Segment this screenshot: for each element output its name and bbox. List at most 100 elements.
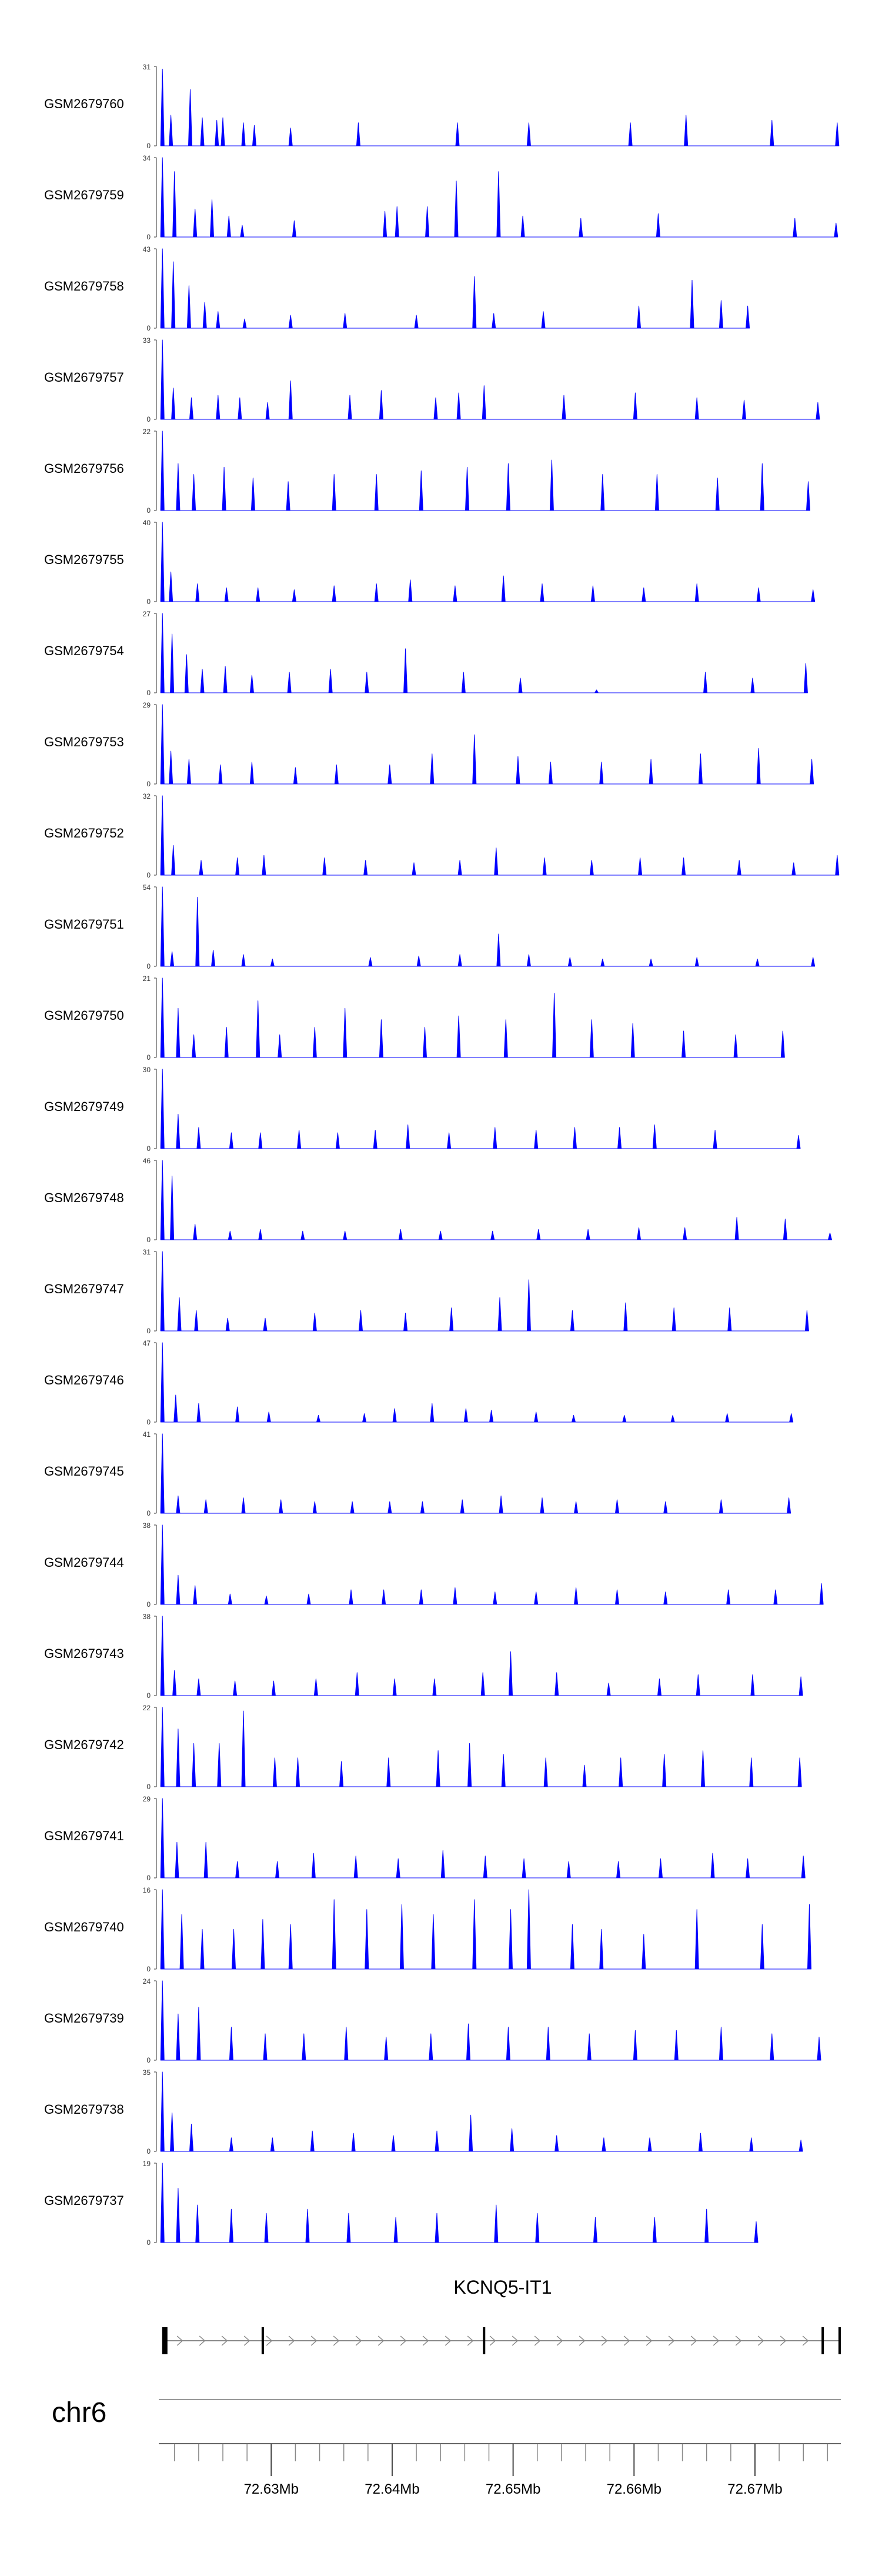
coverage-signal xyxy=(160,613,808,693)
track-label: GSM2679739 xyxy=(44,2011,124,2026)
axis-tick-label: 72.63Mb xyxy=(244,2481,299,2497)
coverage-signal xyxy=(160,1798,806,1878)
track-label: GSM2679758 xyxy=(44,279,124,293)
coverage-signal xyxy=(160,522,816,602)
coverage-signal xyxy=(160,2163,759,2243)
track-ymax-label: 24 xyxy=(143,1977,151,1986)
coverage-signal xyxy=(160,704,814,785)
strand-arrow xyxy=(757,2335,764,2346)
track-ymax-label: 22 xyxy=(143,428,151,436)
track-gsm2679758: GSM2679758 43 0 xyxy=(44,245,750,332)
track-gsm2679756: GSM2679756 22 0 xyxy=(44,428,810,515)
track-label: GSM2679760 xyxy=(44,96,124,111)
track-zero-label: 0 xyxy=(146,415,151,423)
axis-tick-label: 72.64Mb xyxy=(365,2481,419,2497)
track-ymax-label: 35 xyxy=(143,2068,151,2077)
strand-arrow xyxy=(668,2335,675,2346)
track-zero-label: 0 xyxy=(146,689,151,697)
coverage-signal xyxy=(160,431,810,511)
track-zero-label: 0 xyxy=(146,1691,151,1700)
track-ymax-label: 19 xyxy=(143,2160,151,2168)
track-gsm2679745: GSM2679745 41 0 xyxy=(44,1430,791,1517)
track-ymax-label: 29 xyxy=(143,701,151,709)
strand-arrow xyxy=(199,2335,206,2346)
coverage-signal xyxy=(160,795,840,876)
track-zero-label: 0 xyxy=(146,1236,151,1244)
track-label: GSM2679741 xyxy=(44,1828,124,1843)
strand-arrow xyxy=(556,2335,563,2346)
track-label: GSM2679752 xyxy=(44,826,124,840)
track-gsm2679753: GSM2679753 29 0 xyxy=(44,701,814,788)
coverage-signal xyxy=(160,1707,802,1787)
coverage-signal xyxy=(160,1889,811,1970)
track-zero-label: 0 xyxy=(146,1144,151,1153)
track-ymax-label: 16 xyxy=(143,1886,151,1894)
chromosome-label: chr6 xyxy=(52,2397,106,2428)
strand-arrow xyxy=(512,2335,519,2346)
track-gsm2679748: GSM2679748 46 0 xyxy=(44,1157,832,1244)
track-zero-label: 0 xyxy=(146,780,151,788)
gene-exons xyxy=(162,2327,841,2354)
track-gsm2679760: GSM2679760 31 0 xyxy=(44,63,840,150)
track-label: GSM2679747 xyxy=(44,1282,124,1296)
strand-arrow xyxy=(780,2335,787,2346)
track-gsm2679744: GSM2679744 38 0 xyxy=(44,1521,824,1609)
track-ymax-label: 34 xyxy=(143,154,151,162)
coverage-signal xyxy=(160,1524,824,1605)
track-ymax-label: 30 xyxy=(143,1066,151,1074)
track-gsm2679740: GSM2679740 16 0 xyxy=(44,1886,811,1973)
coverage-signal xyxy=(160,977,785,1058)
track-label: GSM2679748 xyxy=(44,1190,124,1205)
strand-arrow xyxy=(377,2335,385,2346)
track-label: GSM2679742 xyxy=(44,1737,124,1752)
track-zero-label: 0 xyxy=(146,1874,151,1882)
track-label: GSM2679757 xyxy=(44,370,124,385)
coverage-signal xyxy=(160,1616,803,1696)
coverage-signal xyxy=(160,68,840,146)
track-ymax-label: 33 xyxy=(143,336,151,345)
track-gsm2679739: GSM2679739 24 0 xyxy=(44,1977,821,2064)
strand-arrow xyxy=(467,2335,474,2346)
strand-arrow xyxy=(579,2335,586,2346)
strand-arrow xyxy=(243,2335,250,2346)
track-label: GSM2679756 xyxy=(44,461,124,476)
track-zero-label: 0 xyxy=(146,142,151,150)
track-label: GSM2679745 xyxy=(44,1464,124,1479)
track-label: GSM2679749 xyxy=(44,1099,124,1114)
strand-arrow xyxy=(690,2335,697,2346)
track-gsm2679751: GSM2679751 54 0 xyxy=(44,883,816,970)
strand-arrow xyxy=(333,2335,340,2346)
track-zero-label: 0 xyxy=(146,233,151,241)
track-ymax-label: 32 xyxy=(143,792,151,800)
track-zero-label: 0 xyxy=(146,1327,151,1335)
track-ymax-label: 40 xyxy=(143,519,151,527)
strand-arrow xyxy=(534,2335,541,2346)
track-gsm2679755: GSM2679755 40 0 xyxy=(44,519,816,606)
track-zero-label: 0 xyxy=(146,2238,151,2247)
coverage-signal xyxy=(160,1251,809,1332)
track-gsm2679749: GSM2679749 30 0 xyxy=(44,1066,801,1153)
coverage-signal xyxy=(160,1433,791,1514)
track-zero-label: 0 xyxy=(146,2056,151,2064)
strand-arrow xyxy=(310,2335,318,2346)
track-zero-label: 0 xyxy=(146,506,151,515)
track-ymax-label: 21 xyxy=(143,975,151,983)
track-gsm2679759: GSM2679759 34 0 xyxy=(44,154,838,241)
track-zero-label: 0 xyxy=(146,598,151,606)
track-label: GSM2679759 xyxy=(44,188,124,202)
coverage-signal xyxy=(160,248,750,329)
track-ymax-label: 29 xyxy=(143,1795,151,1803)
gene-strand-arrows xyxy=(176,2335,809,2346)
strand-arrow xyxy=(646,2335,653,2346)
track-ymax-label: 31 xyxy=(143,63,151,71)
track-gsm2679737: GSM2679737 19 0 xyxy=(44,2160,759,2247)
track-ymax-label: 22 xyxy=(143,1704,151,1712)
track-ymax-label: 41 xyxy=(143,1430,151,1439)
coverage-tracks: GSM2679760310GSM2679759340GSM2679758430G… xyxy=(44,63,840,2247)
track-label: GSM2679750 xyxy=(44,1008,124,1023)
track-gsm2679750: GSM2679750 21 0 xyxy=(44,975,785,1062)
strand-arrow xyxy=(221,2335,228,2346)
track-gsm2679754: GSM2679754 27 0 xyxy=(44,610,808,697)
coverage-signal xyxy=(160,1160,832,1240)
